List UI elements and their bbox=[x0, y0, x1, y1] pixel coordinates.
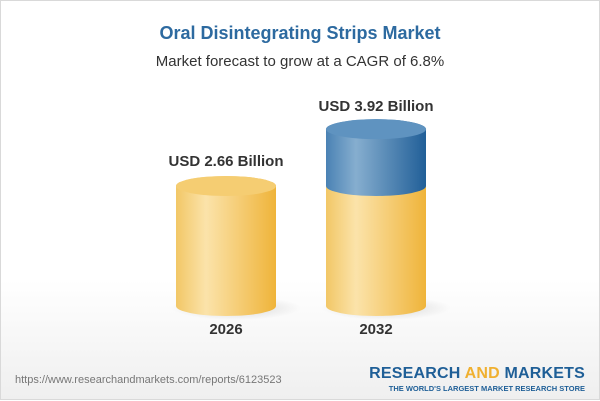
cylinder-body-base bbox=[326, 176, 426, 316]
cylinder-top bbox=[176, 176, 276, 196]
category-label: 2026 bbox=[209, 321, 242, 338]
cylinder-top bbox=[326, 119, 426, 140]
cylinder-body-base bbox=[176, 176, 276, 316]
research-and-markets-logo: RESEARCH AND MARKETS THE WORLD'S LARGEST… bbox=[369, 365, 585, 393]
cylinder-body-growth bbox=[326, 119, 426, 196]
logo-text: RESEARCH bbox=[369, 365, 465, 382]
data-label: USD 2.66 Billion bbox=[168, 153, 283, 170]
chart-subtitle: Market forecast to grow at a CAGR of 6.8… bbox=[155, 53, 445, 70]
logo-text: AND bbox=[464, 365, 500, 382]
data-label: USD 3.92 Billion bbox=[318, 98, 433, 115]
category-label: 2032 bbox=[359, 321, 392, 338]
logo-text: MARKETS bbox=[499, 365, 585, 382]
chart-title: Oral Disintegrating Strips Market bbox=[159, 23, 441, 43]
source-url[interactable]: https://www.researchandmarkets.com/repor… bbox=[15, 374, 282, 386]
logo-tagline: THE WORLD'S LARGEST MARKET RESEARCH STOR… bbox=[388, 384, 585, 393]
